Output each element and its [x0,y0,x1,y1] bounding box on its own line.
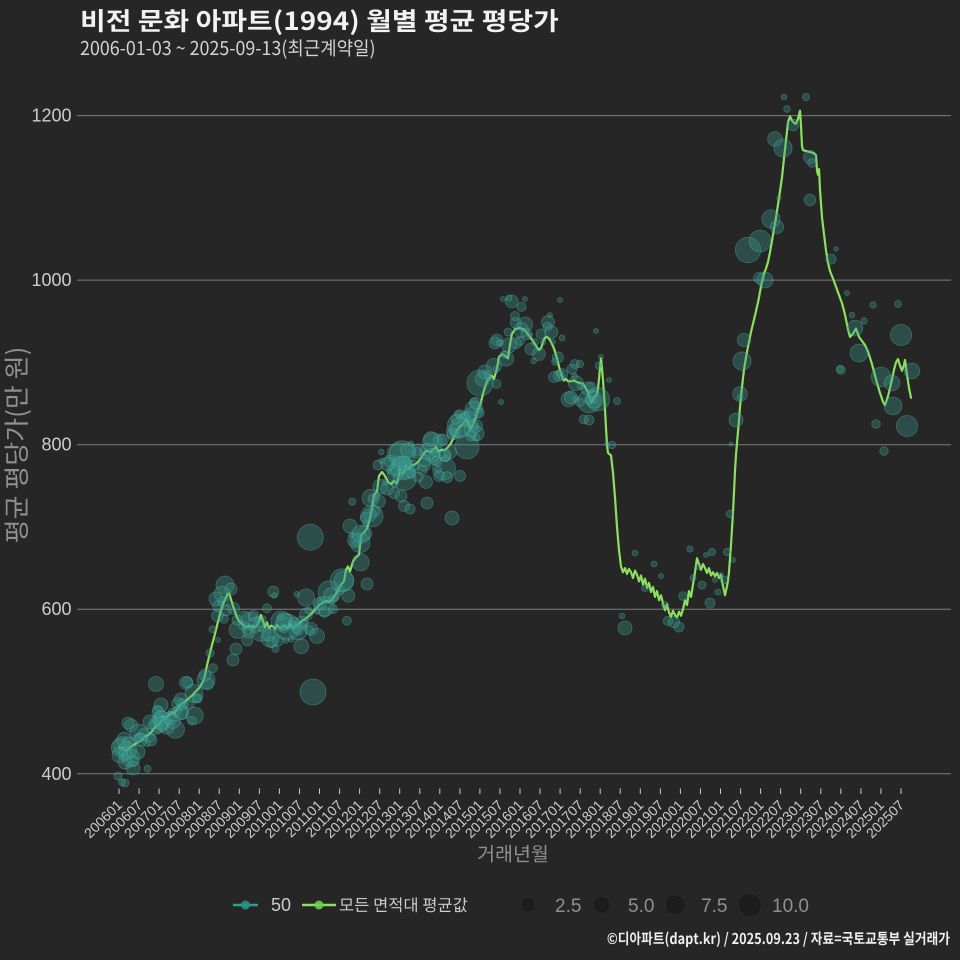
svg-text:600: 600 [41,599,71,619]
svg-text:7.5: 7.5 [701,896,727,917]
svg-text:5.0: 5.0 [628,896,654,917]
svg-text:10.0: 10.0 [772,896,809,917]
svg-text:800: 800 [41,435,71,455]
svg-text:400: 400 [41,764,71,784]
svg-text:1200: 1200 [31,106,71,126]
svg-text:50: 50 [271,895,291,915]
svg-text:2.5: 2.5 [555,896,581,917]
svg-text:1000: 1000 [31,270,71,290]
